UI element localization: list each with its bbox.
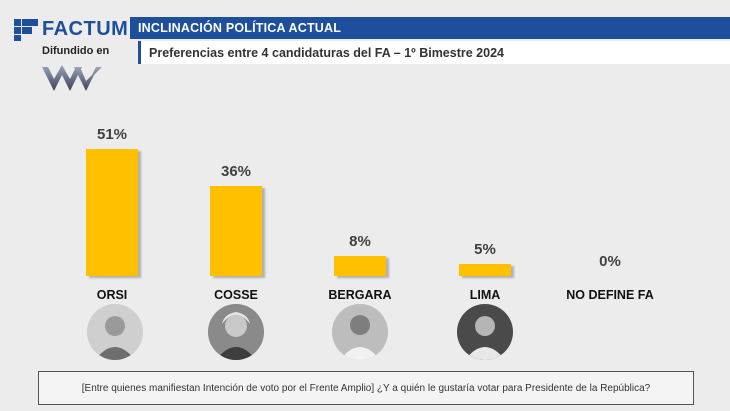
bergara-photo [332,304,388,360]
survey-question: [Entre quienes manifiestan Intención de … [38,371,694,405]
header-subtitle: Preferencias entre 4 candidaturas del FA… [138,41,730,64]
orsi-photo [87,304,143,360]
bar-lima [459,263,511,276]
category-label: COSSE [214,288,258,302]
data-label: 8% [349,233,371,250]
cosse-photo [208,304,264,360]
header-title: INCLINACIÓN POLÍTICA ACTUAL [130,17,730,39]
data-label: 36% [220,163,252,180]
data-label: 51% [96,125,128,143]
factum-mark-icon [14,19,38,41]
factum-logo: FACTUM Difundido en [14,16,128,91]
brand-sub: Difundido en [42,45,110,57]
brand-name: FACTUM [42,18,129,40]
category-label: BERGARA [328,288,392,302]
category-label: NO DEFINE FA [566,288,654,302]
bar-cosse [210,186,262,276]
bar-bergara [334,256,386,276]
category-label: ORSI [96,288,128,302]
data-label: 5% [474,240,496,258]
lima-photo [457,304,513,360]
data-label: 0% [599,253,621,270]
category-label: LIMA [469,288,501,302]
bar-orsi [86,148,138,276]
partner-logo-icon [42,65,102,91]
